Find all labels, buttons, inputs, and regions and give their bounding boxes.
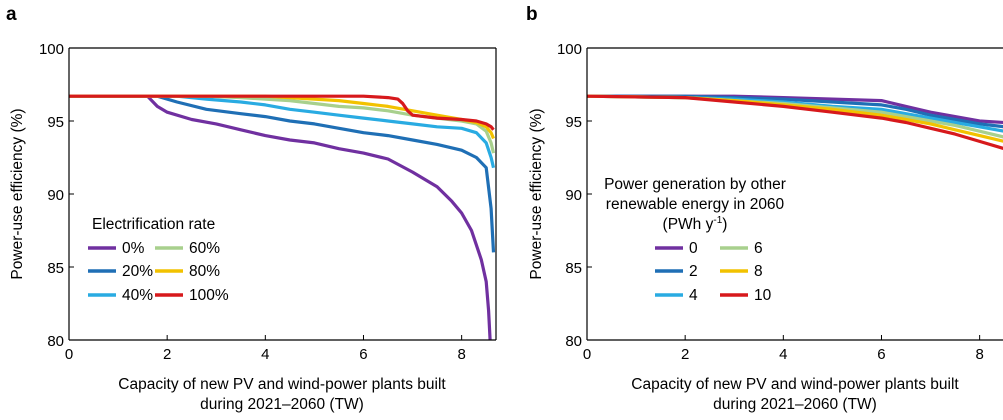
legend-label-10: 10 bbox=[754, 287, 772, 304]
legend-label-8: 8 bbox=[754, 263, 763, 280]
x-tick-label: 2 bbox=[163, 346, 171, 363]
legend: Electrification rate 0% 20% 40% 60% 80% 100% bbox=[88, 216, 229, 304]
legend-title-line1: Power generation by other bbox=[604, 176, 786, 193]
legend-title-line2: renewable energy in 2060 bbox=[606, 196, 785, 213]
x-axis-label-line1: Capacity of new PV and wind-power plants… bbox=[118, 376, 446, 393]
y-axis-label: Power-use efficiency (%) bbox=[528, 108, 545, 279]
x-axis-label-line1: Capacity of new PV and wind-power plants… bbox=[631, 376, 959, 393]
y-tick-label: 95 bbox=[565, 114, 582, 131]
legend-label-80pct: 80% bbox=[189, 263, 220, 280]
legend-label-60pct: 60% bbox=[189, 240, 220, 257]
y-tick-label: 90 bbox=[565, 187, 582, 204]
series-line-100pct bbox=[69, 94, 495, 131]
y-tick-label: 90 bbox=[47, 187, 64, 204]
x-tick-label: 0 bbox=[65, 346, 73, 363]
x-tick-label: 8 bbox=[457, 346, 465, 363]
legend-label-40pct: 40% bbox=[122, 287, 153, 304]
legend-title-unit-exponent: -1 bbox=[713, 215, 722, 226]
legend-title-unit-close: ) bbox=[722, 216, 727, 233]
legend-title-line3: (PWh y-1) bbox=[663, 215, 728, 233]
legend-label-0pct: 0% bbox=[122, 240, 145, 257]
y-axis-label: Power-use efficiency (%) bbox=[9, 108, 26, 279]
x-axis-label-line2: during 2021–2060 (TW) bbox=[200, 396, 364, 413]
x-tick-label: 6 bbox=[359, 346, 367, 363]
y-tick-label: 100 bbox=[39, 41, 64, 58]
series-line-40pct bbox=[69, 94, 496, 169]
series-line-10 bbox=[587, 94, 1003, 151]
y-tick-label: 80 bbox=[47, 333, 64, 350]
panel-a: a 0 2 4 6 8 80 85 90 95 100 Capacity of new PV and … bbox=[6, 4, 497, 413]
y-tick-label: 80 bbox=[565, 333, 582, 350]
axes: 0 2 4 6 8 80 85 90 95 100 bbox=[39, 41, 497, 363]
series-group bbox=[587, 94, 1003, 151]
y-tick-label: 100 bbox=[557, 41, 582, 58]
x-tick-label: 2 bbox=[681, 346, 689, 363]
panel-letter: a bbox=[6, 4, 17, 25]
x-tick-label: 6 bbox=[877, 346, 885, 363]
panel-letter: b bbox=[526, 4, 538, 25]
x-tick-label: 4 bbox=[779, 346, 787, 363]
x-tick-label: 4 bbox=[261, 346, 269, 363]
legend: Power generation by other renewable energ… bbox=[604, 176, 786, 304]
legend-label-20pct: 20% bbox=[122, 263, 153, 280]
legend-title: Electrification rate bbox=[92, 216, 215, 233]
legend-label-2: 2 bbox=[689, 263, 698, 280]
legend-label-4: 4 bbox=[689, 287, 698, 304]
y-tick-label: 95 bbox=[47, 114, 64, 131]
y-tick-label: 85 bbox=[47, 260, 64, 277]
y-tick-label: 85 bbox=[565, 260, 582, 277]
series-line-0pct bbox=[69, 94, 492, 341]
legend-label-0: 0 bbox=[689, 240, 698, 257]
series-group bbox=[69, 94, 496, 341]
x-tick-label: 8 bbox=[975, 346, 983, 363]
series-line-60pct bbox=[69, 94, 496, 154]
legend-title-unit: (PWh y bbox=[663, 216, 714, 233]
x-tick-label: 0 bbox=[583, 346, 591, 363]
series-line-20pct bbox=[69, 94, 496, 253]
legend-label-100pct: 100% bbox=[189, 287, 229, 304]
x-axis-label-line2: during 2021–2060 (TW) bbox=[713, 396, 877, 413]
legend-label-6: 6 bbox=[754, 240, 763, 257]
